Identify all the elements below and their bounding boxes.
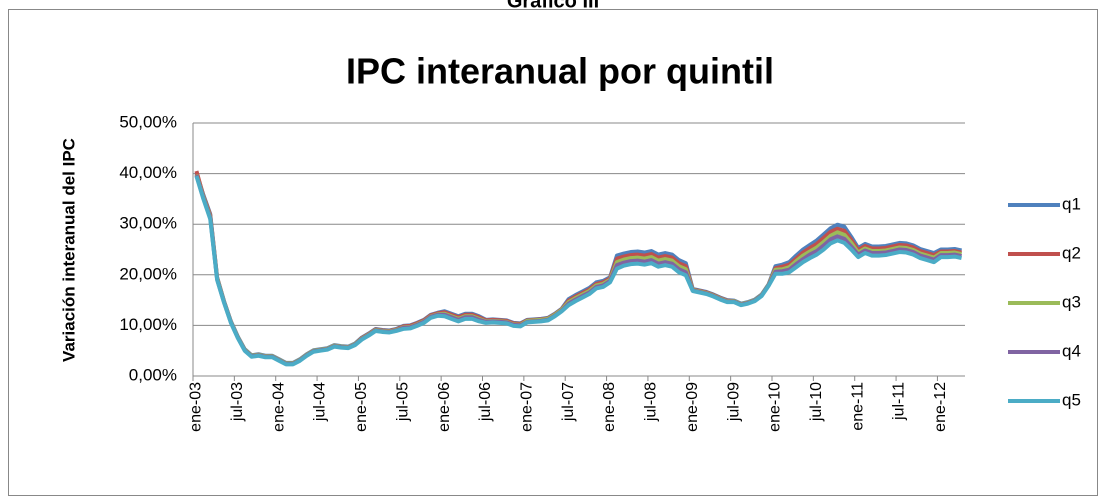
y-tick-label: 50,00% bbox=[119, 112, 177, 131]
x-tick-label: ene-06 bbox=[436, 382, 453, 432]
x-tick-label: jul-03 bbox=[229, 382, 246, 422]
y-tick-label: 20,00% bbox=[119, 264, 177, 283]
x-tick-label: ene-04 bbox=[270, 382, 287, 432]
legend-label: q1 bbox=[1062, 194, 1081, 213]
x-tick-label: jul-07 bbox=[560, 382, 577, 422]
y-tick-label: 40,00% bbox=[119, 163, 177, 182]
x-tick-label: ene-03 bbox=[188, 382, 205, 432]
chart-title: IPC interanual por quintil bbox=[346, 51, 774, 92]
y-tick-label: 0,00% bbox=[129, 365, 177, 384]
x-tick-label: jul-05 bbox=[394, 382, 411, 422]
y-axis-title: Variación interanual del IPC bbox=[59, 138, 78, 362]
x-tick-label: ene-12 bbox=[932, 382, 949, 432]
x-tick-label: ene-09 bbox=[684, 382, 701, 432]
x-tick-label: jul-06 bbox=[477, 382, 494, 422]
x-tick-label: jul-09 bbox=[725, 382, 742, 422]
legend-label: q4 bbox=[1062, 341, 1081, 360]
x-tick-label: ene-10 bbox=[767, 382, 784, 432]
legend-label: q5 bbox=[1062, 390, 1081, 409]
y-tick-label: 30,00% bbox=[119, 214, 177, 233]
series-line bbox=[194, 175, 962, 367]
y-tick-label: 10,00% bbox=[119, 315, 177, 334]
x-tick-label: ene-08 bbox=[601, 382, 618, 432]
chart-supertitle: Gráfico III bbox=[507, 0, 599, 12]
x-tick-label: jul-11 bbox=[891, 382, 908, 421]
x-tick-label: jul-08 bbox=[643, 382, 660, 422]
x-tick-label: ene-05 bbox=[353, 382, 370, 432]
x-tick-label: ene-07 bbox=[519, 382, 536, 432]
x-tick-label: ene-11 bbox=[849, 382, 866, 431]
legend-label: q2 bbox=[1062, 243, 1081, 262]
legend-label: q3 bbox=[1062, 292, 1081, 311]
x-tick-label: jul-10 bbox=[808, 382, 825, 422]
x-tick-label: jul-04 bbox=[312, 382, 329, 422]
